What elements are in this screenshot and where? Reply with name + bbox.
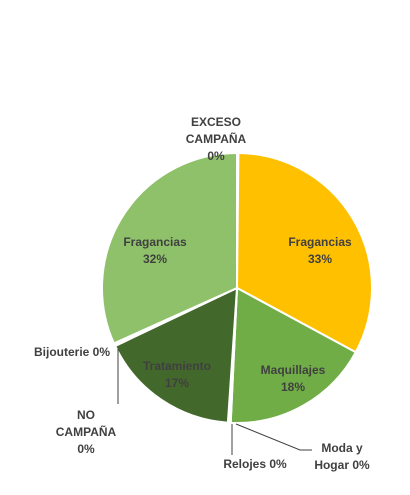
slice-label-line: CAMPAÑA bbox=[186, 131, 247, 146]
slice-label-line: Relojes 0% bbox=[223, 457, 287, 471]
slice-label-tratamiento: Tratamiento 17% bbox=[143, 359, 211, 390]
slice-label-no-campa-a: NO CAMPAÑA 0% bbox=[56, 408, 117, 456]
slice-label-line: Moda y bbox=[321, 441, 363, 455]
slice-label-fragancias: Fragancias 33% bbox=[288, 235, 352, 266]
slice-label-line: 18% bbox=[281, 380, 305, 394]
slice-label-relojes: Relojes 0% bbox=[223, 457, 287, 471]
slice-label-moda-y-hogar: Moda y Hogar 0% bbox=[314, 441, 370, 472]
pie-slice-tratamiento bbox=[113, 286, 239, 424]
pie-slice-fragancias bbox=[235, 151, 373, 354]
slice-label-line: NO bbox=[77, 408, 95, 422]
slice-label-fragancias: Fragancias 32% bbox=[123, 235, 187, 266]
slice-label-line: 0% bbox=[207, 149, 225, 163]
pie-slice-maquillajes bbox=[229, 286, 358, 424]
slice-label-exceso-campa-a: EXCESO CAMPAÑA 0% bbox=[186, 115, 247, 163]
slice-label-line: Fragancias bbox=[123, 235, 187, 249]
slice-label-line: Maquillajes bbox=[261, 363, 326, 377]
slice-label-line: 33% bbox=[308, 252, 332, 266]
slice-label-line: Fragancias bbox=[288, 235, 352, 249]
slice-label-line: CAMPAÑA bbox=[56, 424, 117, 439]
slice-label-line: 17% bbox=[165, 376, 189, 390]
slice-label-maquillajes: Maquillajes 18% bbox=[261, 363, 326, 394]
slice-label-bijouterie: Bijouterie 0% bbox=[34, 345, 110, 359]
slice-label-line: Bijouterie 0% bbox=[34, 345, 110, 359]
pie-slice-fragancias bbox=[101, 151, 238, 345]
slice-label-line: Hogar 0% bbox=[314, 458, 370, 472]
leader-line-moda-y-hogar bbox=[235, 423, 312, 451]
slice-label-line: 0% bbox=[77, 442, 95, 456]
slice-label-line: 32% bbox=[143, 252, 167, 266]
slice-label-line: EXCESO bbox=[191, 115, 241, 129]
slice-label-line: Tratamiento bbox=[143, 359, 211, 373]
